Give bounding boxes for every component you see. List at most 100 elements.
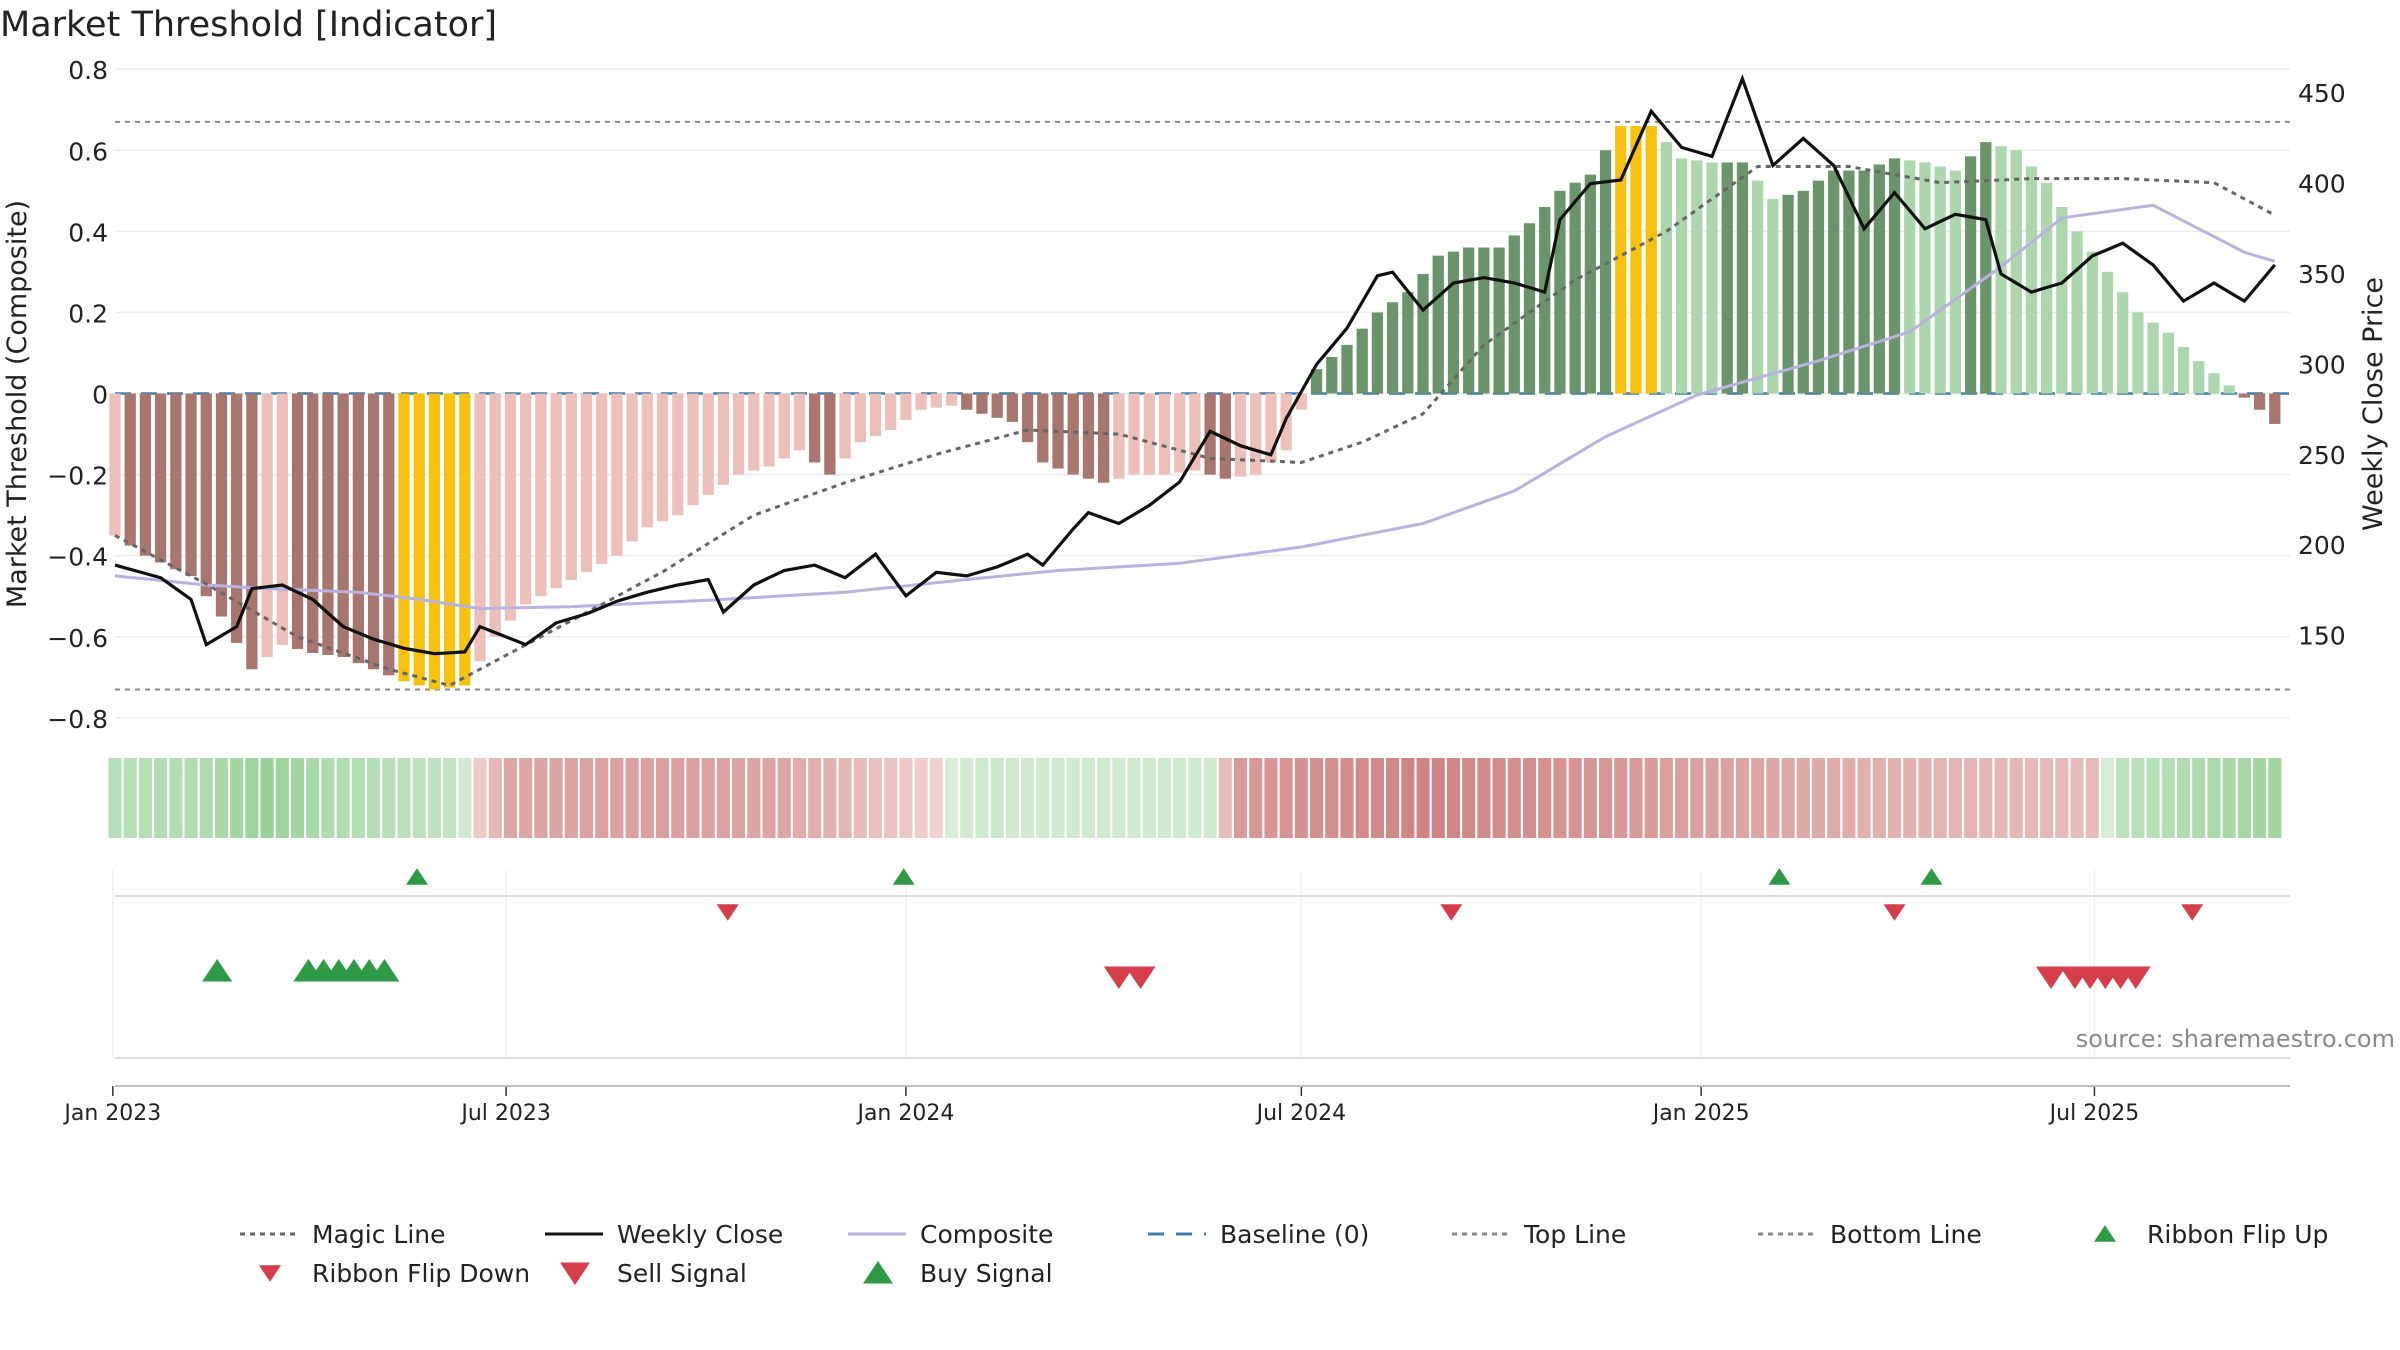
ribbon-cell [1933,758,1947,838]
composite-bar [1828,170,1840,394]
ribbon-cell [929,758,943,838]
ribbon-cell [1081,758,1095,838]
y2-tick-label: 200 [2298,531,2346,560]
composite-bar [580,393,593,572]
composite-bar [1523,223,1536,394]
composite-bar [109,393,121,536]
reference-lines [115,120,2290,691]
ribbon-cell [1112,758,1126,838]
ribbon-cell [808,758,822,838]
ribbon-cell [1446,758,1461,838]
composite-bar [1447,251,1460,394]
composite-bar [626,393,638,542]
ribbon-cell [1127,758,1141,838]
ribbon-cell [701,758,715,838]
composite-bar [945,393,958,406]
ribbon-cell [1142,758,1156,838]
composite-bar [1006,393,1019,422]
composite-bar [2269,393,2281,424]
ribbon-cell [2146,758,2160,838]
ribbon-cell [1857,758,1871,838]
ribbon-cell [1507,758,1521,838]
ribbon-cell [412,758,426,838]
composite-bar [489,393,501,637]
ribbon-cell [1948,758,1962,838]
composite-bar [1265,393,1277,463]
ribbon-cell [1827,758,1841,838]
ribbon-cell [2100,758,2115,838]
ribbon-strip [108,758,2282,838]
composite-bar [1736,162,1749,394]
composite-bar [1341,344,1353,394]
composite-bar [170,393,182,570]
ribbon-cell [1538,758,1552,838]
composite-bar [641,393,653,528]
y-tick-label: −0.6 [47,624,108,653]
ribbon-cell [290,758,305,838]
composite-bar [869,393,882,437]
ribbon-cell [351,758,365,838]
ribbon-flip-up-marker [892,868,915,885]
ribbon-cell [1735,758,1749,838]
sell-signal-marker [2035,966,2066,989]
composite-bar [2086,251,2098,394]
composite-bar [961,393,973,410]
ribbon-flip-up-marker [1920,868,1943,885]
composite-bar [474,393,486,662]
ribbon-cell [1599,758,1613,838]
ribbon-cell [458,758,472,838]
ribbon-cell [579,758,594,838]
composite-bar [778,393,790,459]
composite-bar [155,393,167,563]
ribbon-cell [732,758,746,838]
ribbon-cell [914,758,928,838]
ribbon-cell [473,758,487,838]
ribbon-cell [2253,758,2267,838]
composite-bar [1295,393,1307,410]
ribbon-cell [823,758,837,838]
composite-bar [367,393,380,670]
ribbon-cell [488,758,502,838]
ribbon-cell [245,758,259,838]
legend-item: Sell Signal [560,1259,747,1288]
composite-bar [1980,142,1992,394]
composite-bar [231,393,243,643]
composite-bar [1432,255,1444,394]
ribbon-cell [1583,758,1597,838]
legend-item: Ribbon Flip Up [2094,1220,2328,1249]
ribbon-cell [1097,758,1111,838]
composite-bar [2253,393,2266,410]
composite-bar [1371,312,1384,394]
composite-bar [1402,292,1414,394]
composite-bar [459,393,471,686]
ribbon-flip-up-marker [1768,868,1791,885]
ribbon-cell [260,758,274,838]
composite-bar [1782,194,1794,394]
composite-bar [2071,231,2083,394]
composite-bar [900,393,912,420]
composite-bar [1797,190,1809,394]
ribbon-cell [747,758,761,838]
ribbon-cell [1249,758,1263,838]
composite-bar [1128,393,1140,475]
composite-bar [291,393,304,649]
composite-bar [2193,361,2205,394]
composite-bar [2162,332,2174,394]
ribbon-cell [549,758,563,838]
composite-bar [2025,166,2038,394]
composite-bar [352,393,364,664]
ribbon-cell [2237,758,2251,838]
composite-bar [2101,271,2114,394]
signal-panels [112,868,2290,1059]
ribbon-cell [762,758,776,838]
composite-bar [854,393,866,443]
ribbon-cell [214,758,229,838]
x-tick-label: Jul 2025 [2048,1101,2140,1126]
ribbon-cell [2176,758,2191,838]
composite-bar [1386,302,1399,394]
legend-label: Bottom Line [1830,1220,1982,1249]
composite-bar [443,393,456,688]
composite-bar [2177,346,2190,394]
composite-bar [398,393,410,682]
ribbon-cell [595,758,609,838]
